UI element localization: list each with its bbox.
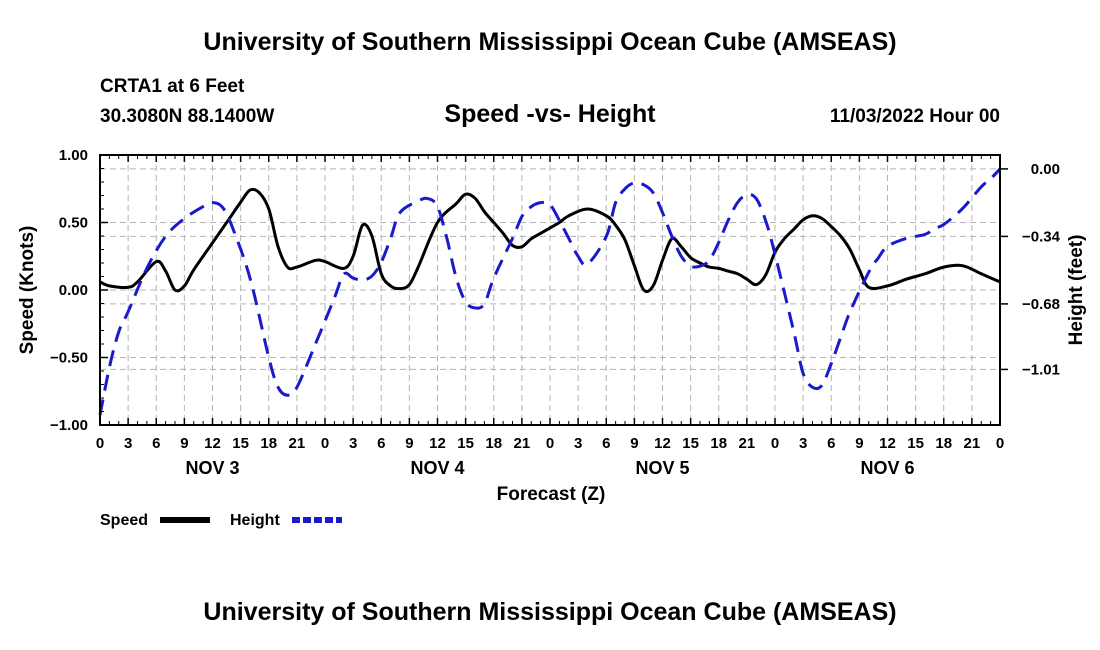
left-tick-label: 0.00	[59, 282, 88, 299]
x-tick-label: 6	[827, 435, 835, 452]
legend-label-speed: Speed	[100, 512, 148, 529]
legend-label-height: Height	[230, 512, 280, 529]
left-tick-label: −1.00	[50, 417, 88, 434]
chart-ticks: 0 3 6 9 12 15 18 21 0 3 6 9 12 15 18 21 0 3 6 9 12 15 18 21 0 3 6 9…	[50, 147, 1061, 478]
right-tick-label: −0.34	[1022, 228, 1061, 245]
x-tick-label: 21	[964, 435, 981, 452]
x-tick-label: 15	[682, 435, 699, 452]
x-tick-label: 9	[855, 435, 863, 452]
left-axis-label: Speed (Knots)	[17, 226, 38, 355]
x-tick-label: 12	[204, 435, 221, 452]
forecast-datestamp: 11/03/2022 Hour 00	[829, 106, 1000, 127]
x-tick-label: 0	[996, 435, 1004, 452]
x-tick-label: 21	[289, 435, 306, 452]
x-tick-label: 0	[96, 435, 104, 452]
left-tick-label: −0.50	[50, 350, 88, 367]
left-tick-label: 0.50	[59, 215, 88, 232]
x-tick-label: 12	[429, 435, 446, 452]
x-tick-label: 15	[232, 435, 249, 452]
right-tick-label: 0.00	[1031, 161, 1060, 178]
x-axis-label: Forecast (Z)	[497, 484, 606, 505]
x-tick-label: 9	[180, 435, 188, 452]
height-series-line	[98, 167, 1002, 416]
chart-series	[98, 167, 1002, 416]
right-tick-label: −0.68	[1022, 296, 1060, 313]
chart-legend: Speed Height	[100, 512, 342, 529]
page-title: University of Southern Mississippi Ocean…	[203, 28, 897, 56]
x-tick-label: 21	[514, 435, 531, 452]
left-tick-label: 1.00	[59, 147, 88, 164]
x-tick-label: 6	[152, 435, 160, 452]
footer-title: University of Southern Mississippi Ocean…	[203, 598, 897, 626]
x-tick-label: 18	[260, 435, 277, 452]
x-tick-label: 0	[321, 435, 329, 452]
speed-series-line	[99, 187, 1001, 294]
x-tick-label: 18	[485, 435, 502, 452]
x-tick-label: 12	[879, 435, 896, 452]
x-tick-label: 9	[405, 435, 413, 452]
x-tick-label: 15	[457, 435, 474, 452]
day-label: NOV 5	[635, 458, 689, 478]
chart-subtitle: Speed -vs- Height	[444, 100, 656, 128]
station-label: CRTA1 at 6 Feet	[100, 76, 245, 97]
x-tick-label: 0	[771, 435, 779, 452]
x-tick-label: 18	[710, 435, 727, 452]
x-tick-label: 3	[799, 435, 807, 452]
x-tick-label: 0	[546, 435, 554, 452]
right-axis-label: Height (feet)	[1066, 235, 1087, 346]
day-label: NOV 3	[185, 458, 239, 478]
chart-grid	[100, 155, 1000, 425]
day-label: NOV 4	[410, 458, 464, 478]
station-coordinates: 30.3080N 88.1400W	[100, 106, 275, 127]
x-tick-label: 3	[574, 435, 582, 452]
x-tick-label: 18	[935, 435, 952, 452]
right-tick-label: −1.01	[1022, 361, 1060, 378]
x-tick-label: 3	[124, 435, 132, 452]
x-tick-label: 6	[377, 435, 385, 452]
x-tick-label: 9	[630, 435, 638, 452]
x-tick-label: 21	[739, 435, 756, 452]
day-label: NOV 6	[860, 458, 914, 478]
x-tick-label: 15	[907, 435, 924, 452]
x-tick-label: 3	[349, 435, 357, 452]
x-tick-label: 6	[602, 435, 610, 452]
x-tick-label: 12	[654, 435, 671, 452]
